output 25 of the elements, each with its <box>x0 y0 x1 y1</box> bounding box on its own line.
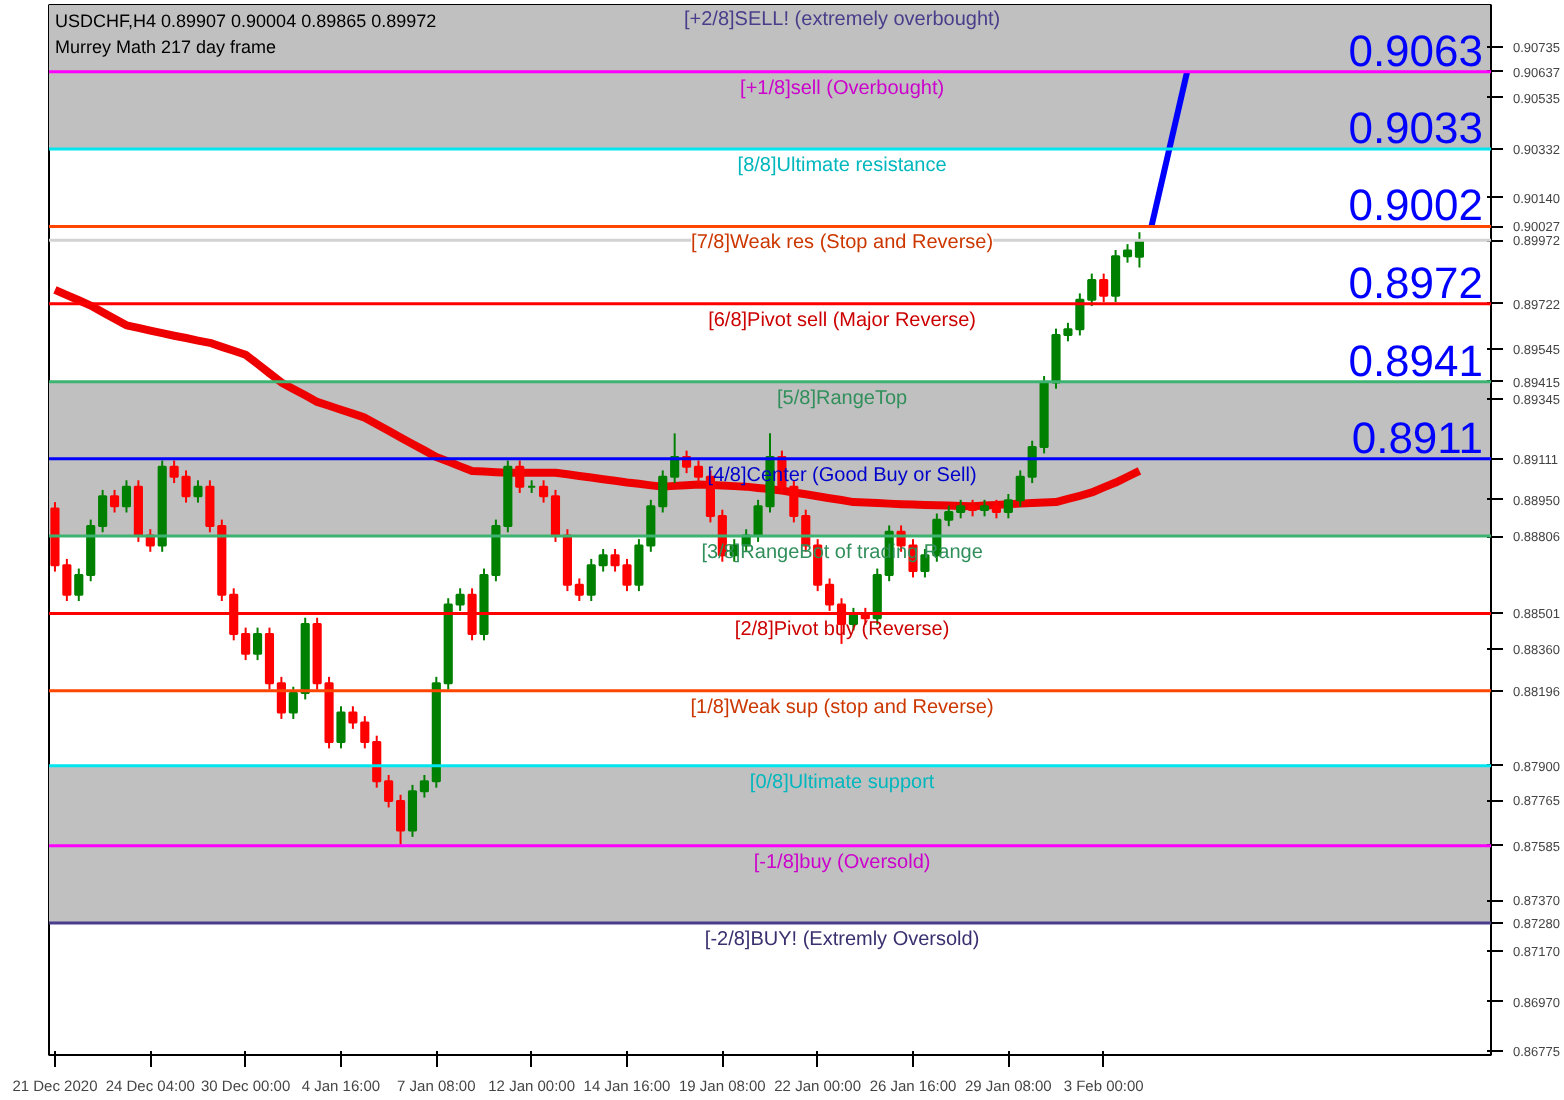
annotation: 0.8972 <box>1348 257 1484 308</box>
ref-line-label: [6/8]Pivot sell (Major Reverse) <box>708 309 977 332</box>
ref-line-label: [1/8]Weak sup (stop and Reverse) <box>690 696 994 719</box>
annotation: 0.9002 <box>1348 180 1484 231</box>
candlestick <box>991 498 1001 520</box>
chart-title: USDCHF,H4 0.89907 0.90004 0.89865 0.89972 <box>55 11 437 31</box>
annotation: 0.9063 <box>1348 25 1484 76</box>
candlestick <box>109 488 120 514</box>
annotation: 0.9033 <box>1348 103 1484 154</box>
ref-line-label: [-1/8]buy (Oversold) <box>753 851 931 874</box>
ref-line-label: [7/8]Weak res (Stop and Reverse) <box>691 232 994 255</box>
text: Murrey Math 217 day frame <box>55 37 277 57</box>
ref-line-label: [8/8]Ultimate resistance <box>737 155 948 178</box>
annotation: 0.8911 <box>1351 412 1483 463</box>
annotation: [+2/8]SELL! (extremely overbought) <box>683 9 1001 31</box>
ref-line-label: [0/8]Ultimate support <box>749 771 935 794</box>
ref-line-label: [5/8]RangeTop <box>777 387 909 410</box>
annotation: 0.8941 <box>1348 335 1484 386</box>
candlestick <box>336 705 346 750</box>
candlestick <box>515 459 525 494</box>
ref-line-label: [-2/8]BUY! (Extremly Oversold) <box>704 929 980 952</box>
candlestick <box>193 479 203 504</box>
candlestick <box>121 479 132 514</box>
ref-line-label: [+1/8]sell (Overbought) <box>740 77 945 100</box>
candlestick <box>252 626 263 662</box>
